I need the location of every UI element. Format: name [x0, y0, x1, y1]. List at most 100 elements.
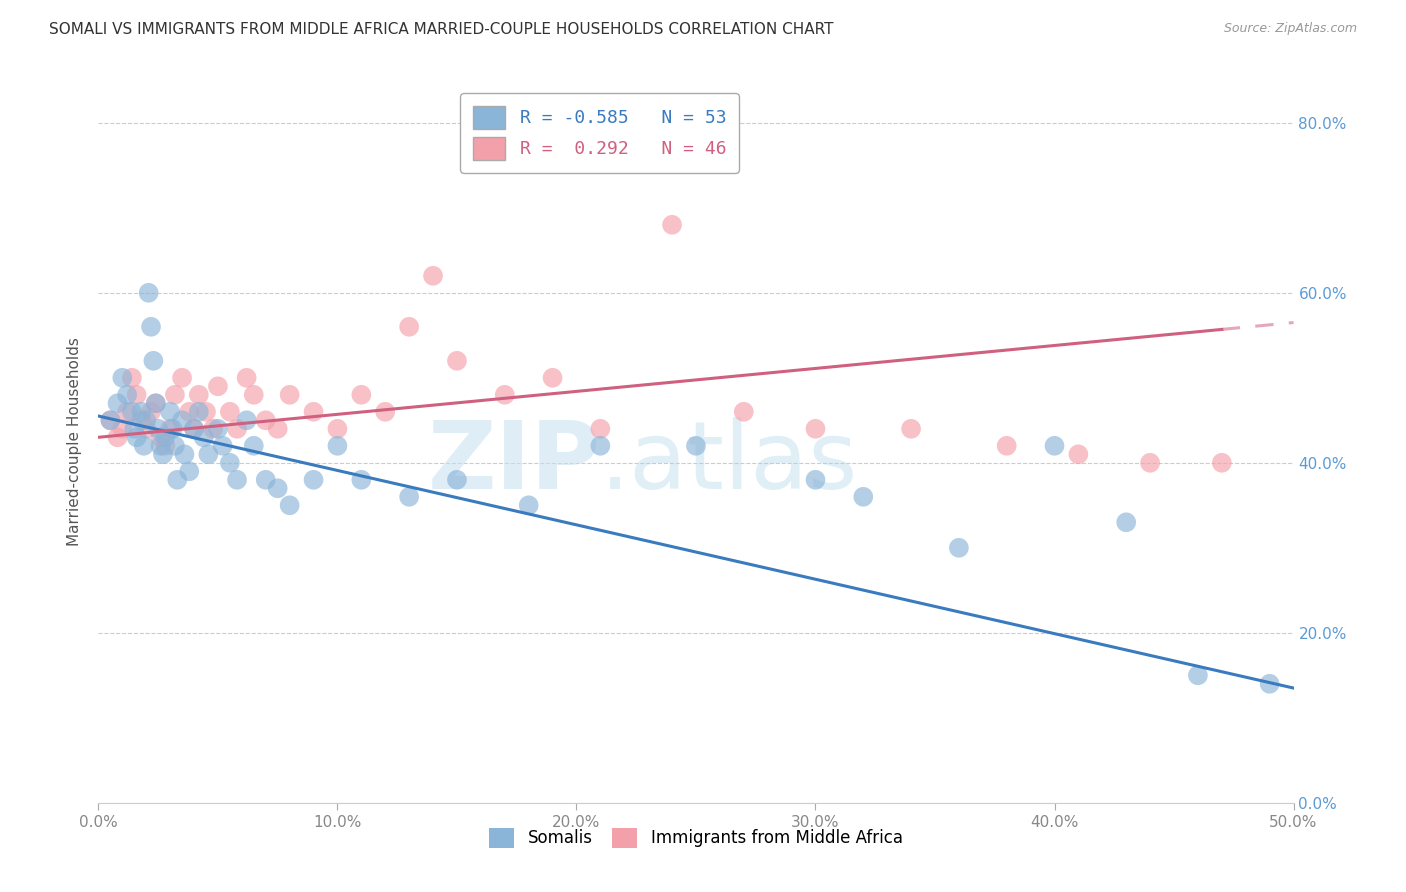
Point — [326, 422, 349, 436]
Point — [1043, 439, 1066, 453]
Point — [111, 422, 134, 436]
Point — [162, 422, 184, 436]
Point — [278, 498, 301, 512]
Point — [446, 353, 468, 368]
Point — [219, 456, 242, 470]
Text: ZIP: ZIP — [427, 417, 600, 509]
Point — [163, 388, 186, 402]
Point — [159, 405, 181, 419]
Point — [149, 439, 172, 453]
Point — [173, 447, 195, 461]
Point — [179, 405, 201, 419]
Point — [1067, 447, 1090, 461]
Point — [202, 422, 225, 436]
Point — [187, 405, 209, 419]
Point — [135, 413, 157, 427]
Point — [219, 405, 242, 419]
Point — [145, 396, 167, 410]
Point — [131, 413, 153, 427]
Point — [243, 439, 266, 453]
Point — [149, 430, 172, 444]
Point — [155, 439, 177, 453]
Point — [1211, 456, 1233, 470]
Point — [254, 413, 277, 427]
Point — [211, 439, 233, 453]
Point — [183, 422, 205, 436]
Point — [148, 422, 170, 436]
Point — [115, 405, 138, 419]
Point — [124, 422, 146, 436]
Point — [183, 422, 205, 436]
Point — [172, 371, 194, 385]
Point — [589, 422, 612, 436]
Point — [254, 473, 277, 487]
Point — [995, 439, 1018, 453]
Point — [267, 481, 290, 495]
Point — [207, 422, 229, 436]
Point — [422, 268, 444, 283]
Point — [131, 405, 153, 419]
Y-axis label: Married-couple Households: Married-couple Households — [67, 337, 83, 546]
Point — [302, 473, 325, 487]
Point — [107, 430, 129, 444]
Point — [302, 405, 325, 419]
Text: .atlas: .atlas — [600, 417, 859, 509]
Point — [804, 422, 827, 436]
Point — [900, 422, 922, 436]
Point — [589, 439, 612, 453]
Point — [132, 439, 155, 453]
Point — [163, 439, 186, 453]
Point — [195, 405, 218, 419]
Point — [852, 490, 875, 504]
Text: SOMALI VS IMMIGRANTS FROM MIDDLE AFRICA MARRIED-COUPLE HOUSEHOLDS CORRELATION CH: SOMALI VS IMMIGRANTS FROM MIDDLE AFRICA … — [49, 22, 834, 37]
Point — [517, 498, 540, 512]
Point — [98, 413, 122, 427]
Point — [398, 319, 420, 334]
Point — [446, 473, 468, 487]
Point — [121, 371, 143, 385]
Point — [243, 388, 266, 402]
Point — [226, 473, 249, 487]
Point — [235, 413, 257, 427]
Point — [1187, 668, 1209, 682]
Point — [159, 422, 181, 436]
Point — [398, 490, 420, 504]
Point — [235, 371, 257, 385]
Point — [350, 473, 373, 487]
Point — [125, 388, 148, 402]
Point — [948, 541, 970, 555]
Point — [494, 388, 516, 402]
Text: Source: ZipAtlas.com: Source: ZipAtlas.com — [1223, 22, 1357, 36]
Point — [1139, 456, 1161, 470]
Point — [98, 413, 122, 427]
Point — [139, 405, 162, 419]
Point — [115, 388, 138, 402]
Point — [179, 464, 201, 478]
Point — [139, 319, 162, 334]
Point — [142, 353, 165, 368]
Point — [685, 439, 707, 453]
Point — [193, 430, 215, 444]
Point — [187, 388, 209, 402]
Point — [111, 371, 134, 385]
Point — [804, 473, 827, 487]
Point — [125, 430, 148, 444]
Point — [135, 422, 157, 436]
Legend: Somalis, Immigrants from Middle Africa: Somalis, Immigrants from Middle Africa — [481, 820, 911, 856]
Point — [166, 473, 188, 487]
Point — [278, 388, 301, 402]
Point — [541, 371, 564, 385]
Point — [267, 422, 290, 436]
Point — [107, 396, 129, 410]
Point — [138, 285, 160, 300]
Point — [326, 439, 349, 453]
Point — [1258, 677, 1281, 691]
Point — [152, 447, 174, 461]
Point — [121, 405, 143, 419]
Point — [207, 379, 229, 393]
Point — [733, 405, 755, 419]
Point — [226, 422, 249, 436]
Point — [197, 447, 219, 461]
Point — [1115, 516, 1137, 530]
Point — [661, 218, 683, 232]
